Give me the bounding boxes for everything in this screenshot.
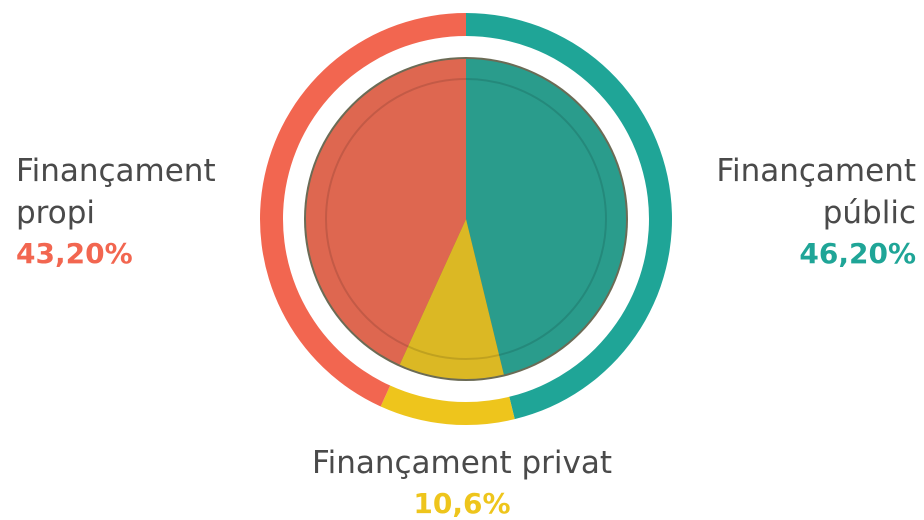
category-label: Finançament públic xyxy=(716,153,916,231)
value-label: 46,20% xyxy=(799,237,916,270)
value-label: 10,6% xyxy=(413,487,511,520)
coin-segment xyxy=(305,59,466,365)
value-label: 43,20% xyxy=(16,237,133,270)
donut-segment xyxy=(380,385,515,425)
category-label: Finançament privat xyxy=(312,445,612,481)
donut-segment xyxy=(466,13,673,420)
coin-segment xyxy=(466,59,627,375)
coin-segment xyxy=(399,219,504,379)
segment-label: Finançament propi 43,20% xyxy=(16,150,251,274)
coin-rim xyxy=(325,78,607,360)
category-label: Finançament propi xyxy=(16,153,216,231)
segment-label: Finançament públic 46,20% xyxy=(681,150,916,274)
donut-segment xyxy=(259,13,466,407)
segment-label: Finançament privat 10,6% xyxy=(0,442,924,520)
